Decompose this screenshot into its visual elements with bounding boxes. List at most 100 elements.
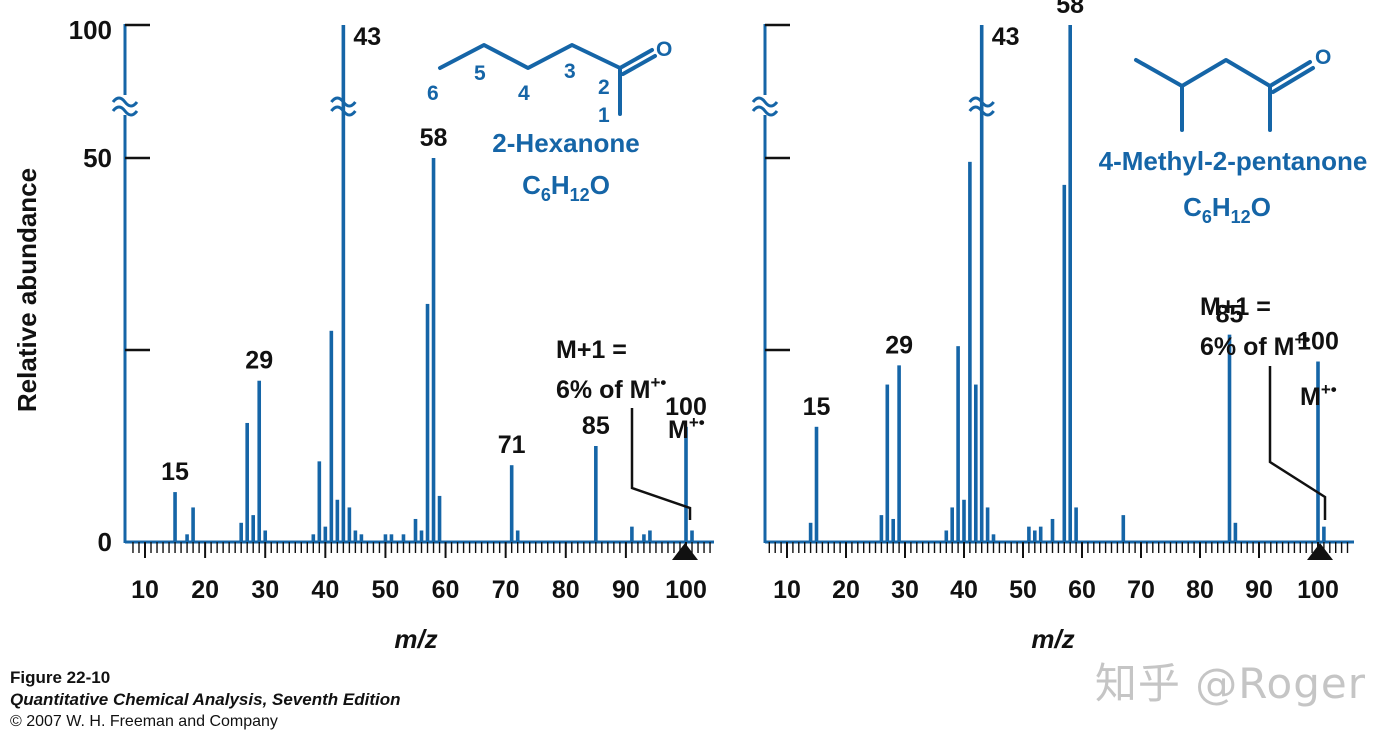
- peaks-panel-1: [173, 25, 694, 542]
- peak-bar: [185, 534, 189, 542]
- peak-bar: [956, 346, 960, 542]
- peak-labels-panel-2: 15 29 43 58 85 100: [803, 0, 1339, 421]
- peak-bar: [257, 380, 262, 542]
- molecular-ion-marker: [1307, 543, 1333, 560]
- peak-label: 100: [1297, 328, 1339, 356]
- peak-bar: [1038, 526, 1043, 542]
- peak-label: 29: [885, 331, 913, 359]
- peak-bar: [1233, 522, 1238, 542]
- peak-bar: [642, 534, 646, 542]
- x-tick-labels-panel-2: 10 20 30 40 50 60 70 80 90 100: [773, 576, 1339, 604]
- axis-break-mark: [111, 96, 139, 108]
- peak-label: 58: [420, 124, 448, 152]
- peak-bar: [950, 507, 954, 542]
- peak-bar: [329, 330, 334, 542]
- isotope-pointer: [630, 408, 692, 520]
- peak-bar: [1033, 530, 1037, 542]
- y-axis-label: Relative abundance: [12, 168, 42, 412]
- peak-bar: [359, 534, 364, 542]
- x-tick-label: 60: [432, 576, 460, 604]
- peak-bar: [944, 530, 949, 542]
- carbon-number-3: 3: [564, 60, 576, 83]
- spectrum-2-hexanone: 100 50 0 10 20 30 40 50 60 70 80 90 100 152943587…: [69, 15, 714, 654]
- compound-name: 4-Methyl-2-pentanone: [1099, 146, 1368, 176]
- peak-bar: [323, 526, 328, 542]
- carbon-number-6: 6: [427, 82, 439, 105]
- peak-label: 85: [582, 412, 610, 440]
- peak-bar: [891, 518, 895, 542]
- peak-label: 58: [1056, 0, 1084, 19]
- peak-bar: [245, 422, 249, 542]
- peak-bar: [413, 518, 418, 542]
- peak-bar: [879, 515, 884, 542]
- peak-bar: [251, 515, 255, 542]
- oxygen-label: O: [1315, 46, 1331, 69]
- peak-label: 43: [353, 23, 381, 51]
- carbon-number-1: 1: [598, 104, 610, 127]
- structure-4-methyl-2-pentanone: [1134, 58, 1315, 132]
- axis-break-mark: [111, 105, 139, 117]
- molecular-ion-label: M+•: [1300, 380, 1337, 411]
- peak-bar: [419, 530, 424, 542]
- peak-bar: [389, 534, 394, 542]
- x-tick-label: 10: [131, 576, 159, 604]
- molecular-ion-label: M+•: [668, 413, 705, 444]
- peak-bar: [263, 530, 268, 542]
- isotope-note-line-1: M+1 =: [1200, 293, 1271, 321]
- peak-bar: [991, 534, 996, 542]
- isotope-pointer: [1268, 366, 1327, 520]
- peak-bar: [353, 530, 358, 542]
- axes-panel-2: [751, 23, 1354, 558]
- peak-bar: [191, 507, 195, 542]
- molecular-ion-marker: [672, 543, 698, 560]
- carbon-number-5: 5: [474, 62, 486, 85]
- x-axis-label: m/z: [1031, 624, 1074, 654]
- axes-panel-1: [111, 23, 714, 558]
- peak-label: 15: [803, 393, 831, 421]
- peak-bar: [1062, 184, 1067, 542]
- carbon-number-2: 2: [598, 76, 610, 99]
- x-tick-label: 90: [612, 576, 640, 604]
- peak-bar: [347, 507, 352, 542]
- x-tick-label: 40: [950, 576, 978, 604]
- carbon-number-4: 4: [518, 82, 530, 105]
- x-tick-label: 80: [552, 576, 580, 604]
- peak-bar: [383, 534, 388, 542]
- peak-bar: [808, 522, 813, 542]
- peak-bar: [1227, 334, 1232, 542]
- isotope-note-line-1: M+1 =: [556, 336, 627, 364]
- figure-number: Figure 22-10: [10, 668, 111, 687]
- peak-bar: [437, 495, 442, 542]
- peak-label: 29: [245, 347, 273, 375]
- peak-bar: [1050, 518, 1055, 542]
- peak-label: 85: [1216, 301, 1244, 329]
- peak-bar: [335, 499, 340, 542]
- peak-break-mark: [330, 105, 357, 117]
- peak-bar: [1316, 361, 1320, 542]
- compound-formula: C6H12O: [1183, 192, 1271, 227]
- peak-bar: [509, 465, 514, 542]
- peak-bar: [1322, 526, 1326, 542]
- x-tick-label: 30: [251, 576, 279, 604]
- isotope-note-line-2: 6% of M+•: [556, 373, 666, 404]
- y-tick-label: 50: [83, 143, 112, 173]
- peak-bar: [1074, 507, 1078, 542]
- peak-bar: [690, 530, 694, 542]
- isotope-note-line-2: 6% of M+•: [1200, 330, 1310, 361]
- mass-spectra-figure: Relative abundance 100 50 0 10 20 30 40 50 60…: [12, 0, 1368, 654]
- peak-bar: [317, 461, 322, 542]
- peak-bar: [979, 25, 984, 542]
- peak-bar: [1121, 515, 1126, 542]
- peak-bar: [1027, 526, 1031, 542]
- peak-bar: [630, 526, 634, 542]
- figure-copyright: © 2007 W. H. Freeman and Company: [10, 713, 278, 730]
- y-tick-label: 0: [98, 527, 112, 557]
- x-tick-label: 20: [191, 576, 219, 604]
- peak-break-mark: [968, 105, 995, 117]
- peak-label: 71: [498, 431, 526, 459]
- x-tick-label: 70: [492, 576, 520, 604]
- peak-bar: [431, 158, 436, 542]
- structure-2-hexanone: [438, 43, 657, 116]
